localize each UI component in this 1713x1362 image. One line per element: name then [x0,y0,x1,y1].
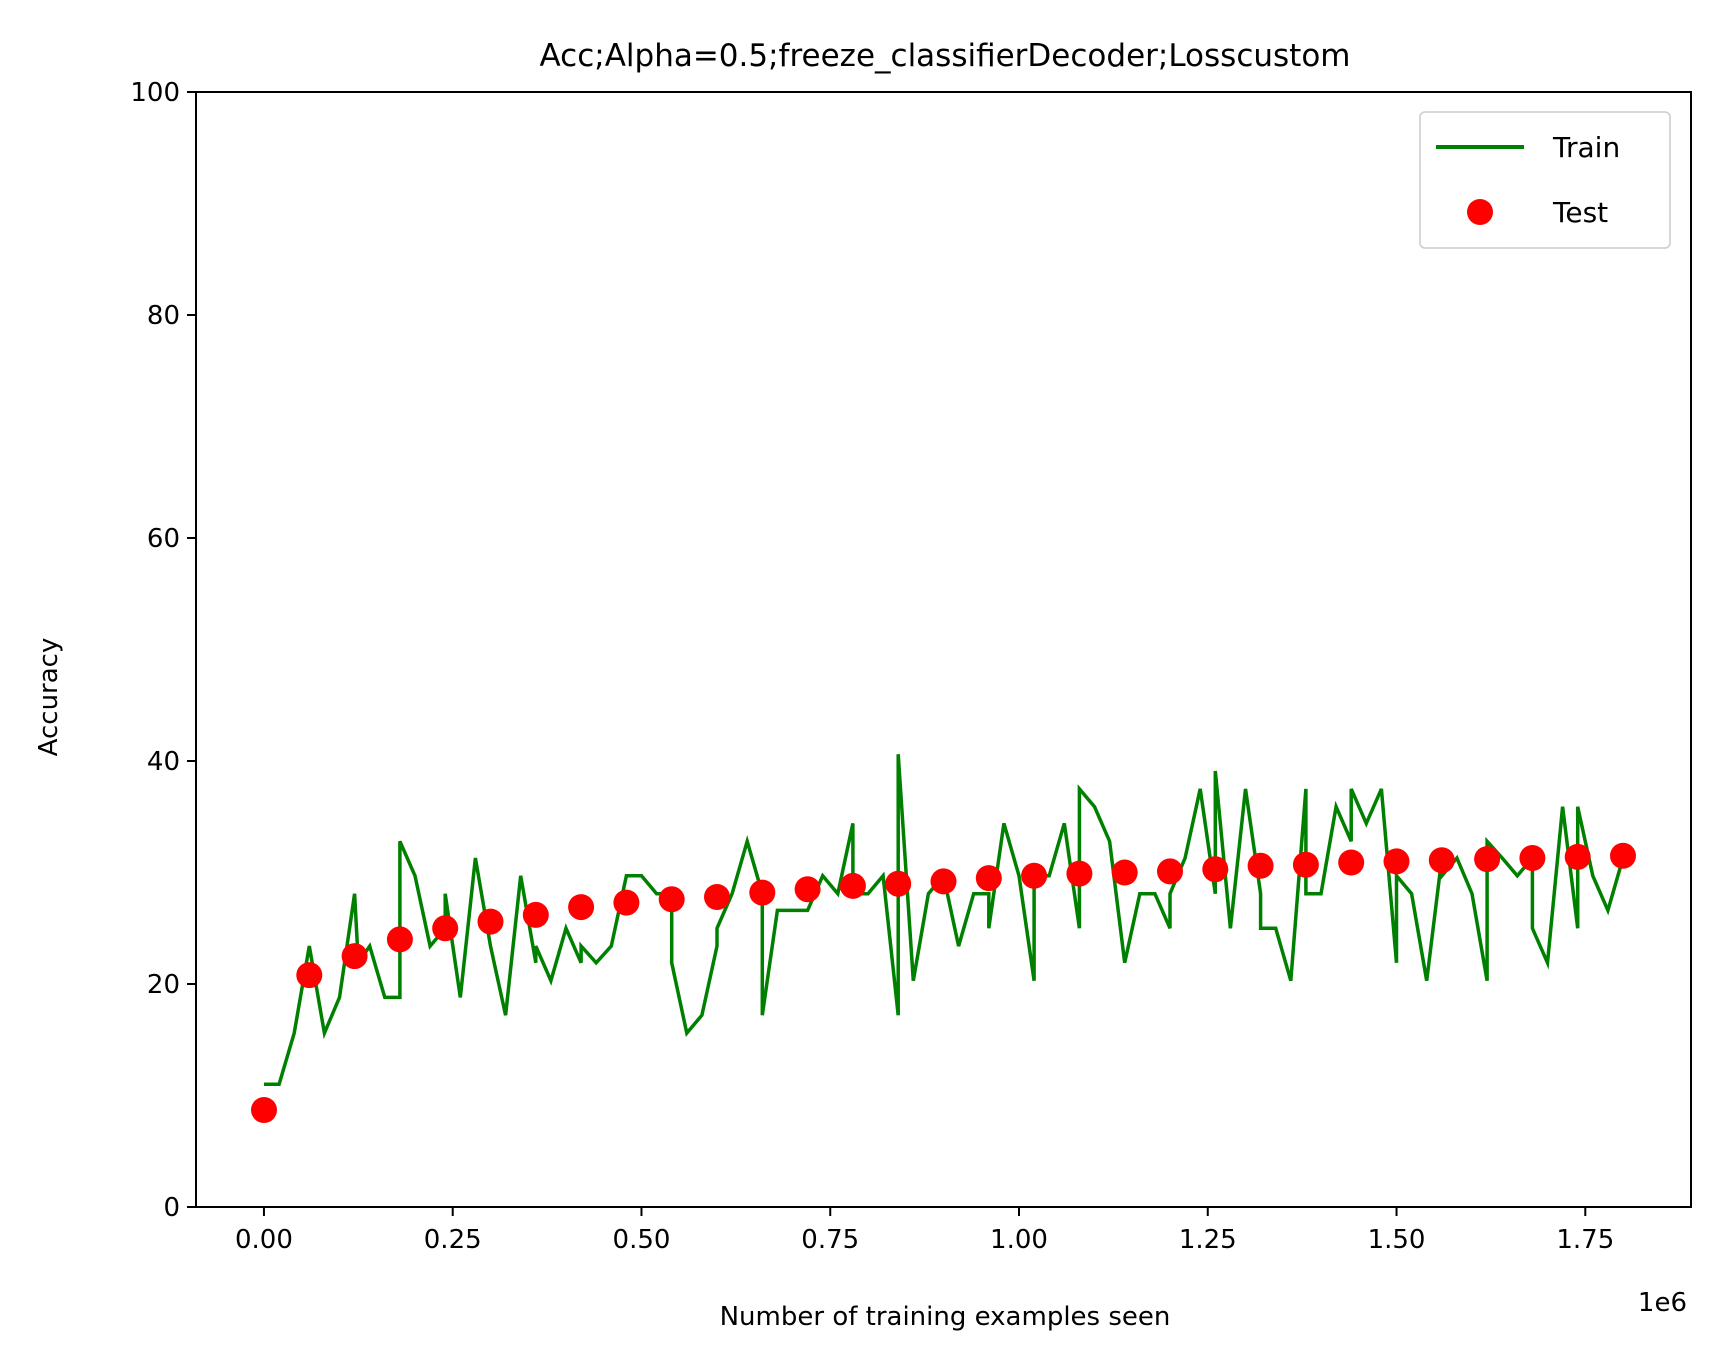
y-axis-label: Accuracy [34,638,64,757]
test-point [794,876,821,903]
x-tick-label: 1.00 [990,1225,1048,1255]
test-point [1292,851,1319,878]
test-point [704,884,730,910]
x-tick-label: 1.75 [1556,1225,1614,1255]
axes-frame [195,91,1692,1208]
y-tick-label: 0 [163,1193,180,1223]
test-point [522,901,549,928]
test-point [1111,859,1138,886]
test-point [1202,856,1229,883]
test-point [1157,858,1183,885]
test-point [1338,849,1365,876]
x-tick-label: 0.50 [613,1225,671,1255]
train-series-line [264,754,1625,1087]
x-tick-label: 0.25 [424,1225,482,1255]
legend-test-swatch [1467,199,1493,225]
test-point [1610,842,1636,869]
y-tick-label: 20 [147,970,180,1000]
test-point [386,926,413,953]
legend-train-label: Train [1552,131,1620,164]
test-point [613,889,640,916]
test-point [477,908,504,935]
test-point [296,962,323,989]
legend-test-label: Test [1552,196,1608,229]
test-point [1066,860,1093,887]
test-point [568,894,595,921]
test-point [975,865,1002,892]
test-point [658,886,685,913]
y-tick-label: 80 [147,301,180,331]
x-tick-label: 0.00 [235,1225,293,1255]
test-point [341,943,368,970]
legend-frame [1419,111,1671,249]
test-point [1428,847,1455,874]
test-point [749,879,776,906]
test-point [251,1097,277,1123]
test-point [885,870,912,897]
x-axis-multiplier: 1e6 [1638,1288,1687,1318]
x-tick-label: 1.25 [1179,1225,1237,1255]
test-point [432,915,459,942]
test-point [839,872,866,899]
test-point [1383,848,1410,875]
y-tick-label: 40 [147,747,180,777]
test-point [930,868,957,895]
test-point [1564,843,1591,870]
y-tick-label: 60 [147,524,180,554]
test-point [1474,846,1501,873]
chart-title: Acc;Alpha=0.5;freeze_classifierDecoder;L… [540,38,1351,74]
test-point [1021,862,1048,889]
test-point [1247,852,1274,879]
x-tick-label: 1.50 [1368,1225,1426,1255]
y-tick-label: 100 [130,78,180,108]
test-point [1519,845,1546,871]
x-axis-label: Number of training examples seen [720,1302,1171,1332]
legend: Train Test [1419,111,1671,249]
axes: 0.00 0.25 0.50 0.75 1.00 1.25 1.50 1.75 0 20 40 60 8… [130,78,1692,1255]
x-tick-label: 0.75 [801,1225,859,1255]
plot-area [251,754,1636,1123]
